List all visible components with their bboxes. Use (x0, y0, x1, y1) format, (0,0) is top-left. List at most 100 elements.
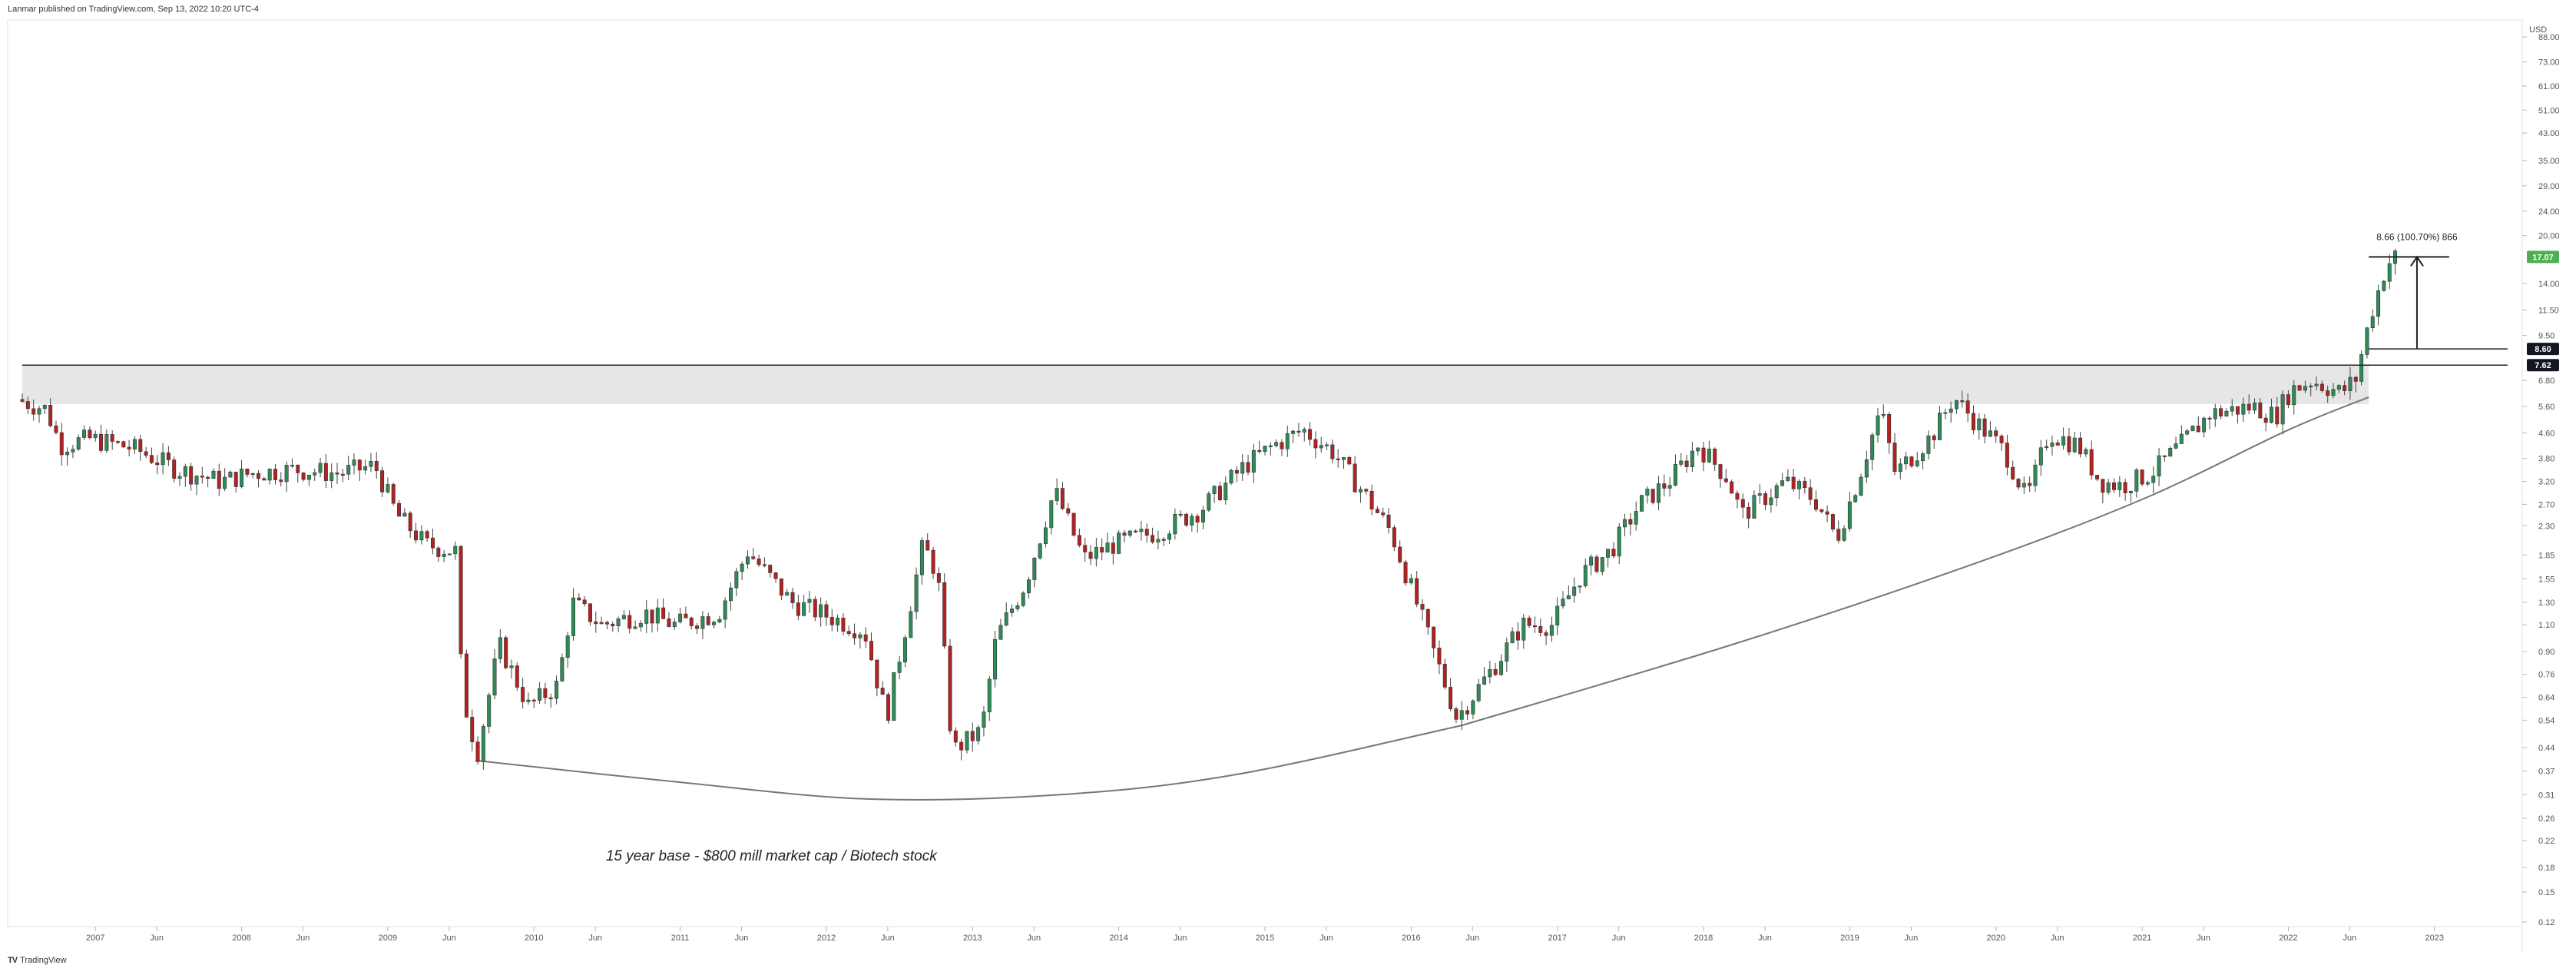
candle-body (2326, 390, 2330, 396)
candle-body (1701, 447, 1706, 463)
candle-body (2168, 448, 2173, 457)
candle-body (1010, 609, 1015, 613)
candle-body (2101, 479, 2105, 493)
candle-body (1144, 529, 1149, 536)
candle-body (233, 472, 238, 487)
candle-body (59, 432, 64, 456)
time-tick-label: Jun (2051, 934, 2064, 943)
candle-body (2078, 437, 2083, 455)
candle-body (779, 578, 783, 596)
candle-body (206, 476, 210, 479)
time-tick-label: 2019 (1840, 934, 1859, 943)
candle-body (1808, 487, 1813, 500)
tradingview-brand[interactable]: TV TradingView (8, 956, 67, 965)
candle-body (1437, 648, 1442, 665)
candle-body (1285, 433, 1290, 449)
candle-body (284, 465, 289, 483)
candle-body (1268, 445, 1273, 447)
candle-body (2162, 455, 2167, 457)
candle-body (829, 617, 834, 625)
price-tick-label: 24.00 (2538, 207, 2560, 217)
candle-body (1038, 543, 1042, 559)
candle-body (217, 470, 221, 489)
candle-body (1864, 459, 1869, 478)
price-tick-label: 0.26 (2538, 814, 2554, 824)
candle-body (723, 600, 727, 620)
candle-body (1561, 599, 1565, 607)
price-tick-label: 0.22 (2538, 837, 2554, 846)
candle-body (880, 688, 885, 695)
candle-body (633, 626, 637, 629)
candle-body (453, 546, 458, 555)
price-tick-label: 61.00 (2538, 82, 2560, 91)
candle-body (751, 556, 756, 559)
plot-area (7, 19, 2523, 927)
price-tick-label: 0.90 (2538, 648, 2554, 657)
price-tick-label: 1.55 (2538, 575, 2554, 584)
tradingview-logo-icon: TV (8, 956, 18, 965)
candle-body (1167, 533, 1172, 540)
candle-body (768, 565, 773, 573)
candle-body (2128, 491, 2133, 493)
candle-body (1847, 501, 1852, 529)
candle-body (1999, 436, 2004, 443)
candle-body (526, 699, 531, 702)
candle-body (2331, 389, 2336, 396)
candle-body (1280, 442, 1284, 449)
candle-body (1589, 556, 1594, 566)
price-tick-label: 0.76 (2538, 671, 2554, 680)
candle-body (1032, 557, 1037, 580)
candle-body (1634, 511, 1638, 525)
candle-body (1251, 449, 1256, 473)
candle-body (1730, 481, 1734, 494)
candle-body (194, 476, 199, 485)
time-axis[interactable]: 2007 Jun 2008 Jun 2009 Jun 2010 Jun 2011 Jun 2012 J… (86, 927, 2444, 943)
candle-body (2319, 383, 2324, 391)
candle-body (594, 621, 598, 625)
candle-body (1111, 542, 1115, 554)
time-tick-label: Jun (1612, 934, 1626, 943)
candle-body (1071, 512, 1076, 536)
time-tick-label: 2017 (1548, 934, 1566, 943)
candle-body (655, 607, 660, 624)
candle-body (2207, 417, 2212, 420)
candle-body (1909, 456, 1914, 466)
candle-body (875, 659, 879, 688)
candle-body (2236, 406, 2240, 415)
candle-body (262, 478, 267, 481)
candle-body (2095, 475, 2100, 480)
candle-body (1004, 612, 1008, 626)
candle-body (987, 678, 992, 712)
candle-body (459, 546, 463, 655)
time-tick-label: Jun (1174, 934, 1187, 943)
price-tick-label: 0.54 (2538, 716, 2554, 725)
candle-body (71, 449, 75, 453)
candle-body (2353, 376, 2358, 382)
candle-body (2224, 410, 2229, 416)
candle-body (1628, 519, 1633, 525)
candle-body (1600, 557, 1604, 572)
candle-body (2280, 394, 2285, 425)
candle-body (104, 434, 109, 451)
candle-body (2219, 408, 2223, 416)
candle-body (329, 473, 334, 481)
candle-body (223, 476, 227, 489)
candle-body (1955, 400, 1958, 410)
candle-body (1684, 460, 1689, 467)
candle-body (1066, 508, 1071, 514)
candle-body (391, 484, 396, 504)
candle-body (1223, 483, 1228, 500)
candle-body (1780, 480, 1785, 486)
candle-body (1859, 476, 1863, 496)
candle-body (1212, 486, 1217, 494)
candle-body (1572, 586, 1577, 596)
candle-body (813, 599, 817, 618)
price-axis[interactable]: 88.00 73.00 61.00 51.00 43.00 35.00 29.00 24.00… (2522, 33, 2560, 927)
candle-body (1707, 449, 1711, 463)
candle-body (1938, 413, 1942, 440)
candle-body (2145, 482, 2150, 485)
candle-body (970, 731, 975, 741)
candle-body (565, 635, 570, 658)
candle-body (712, 622, 717, 625)
